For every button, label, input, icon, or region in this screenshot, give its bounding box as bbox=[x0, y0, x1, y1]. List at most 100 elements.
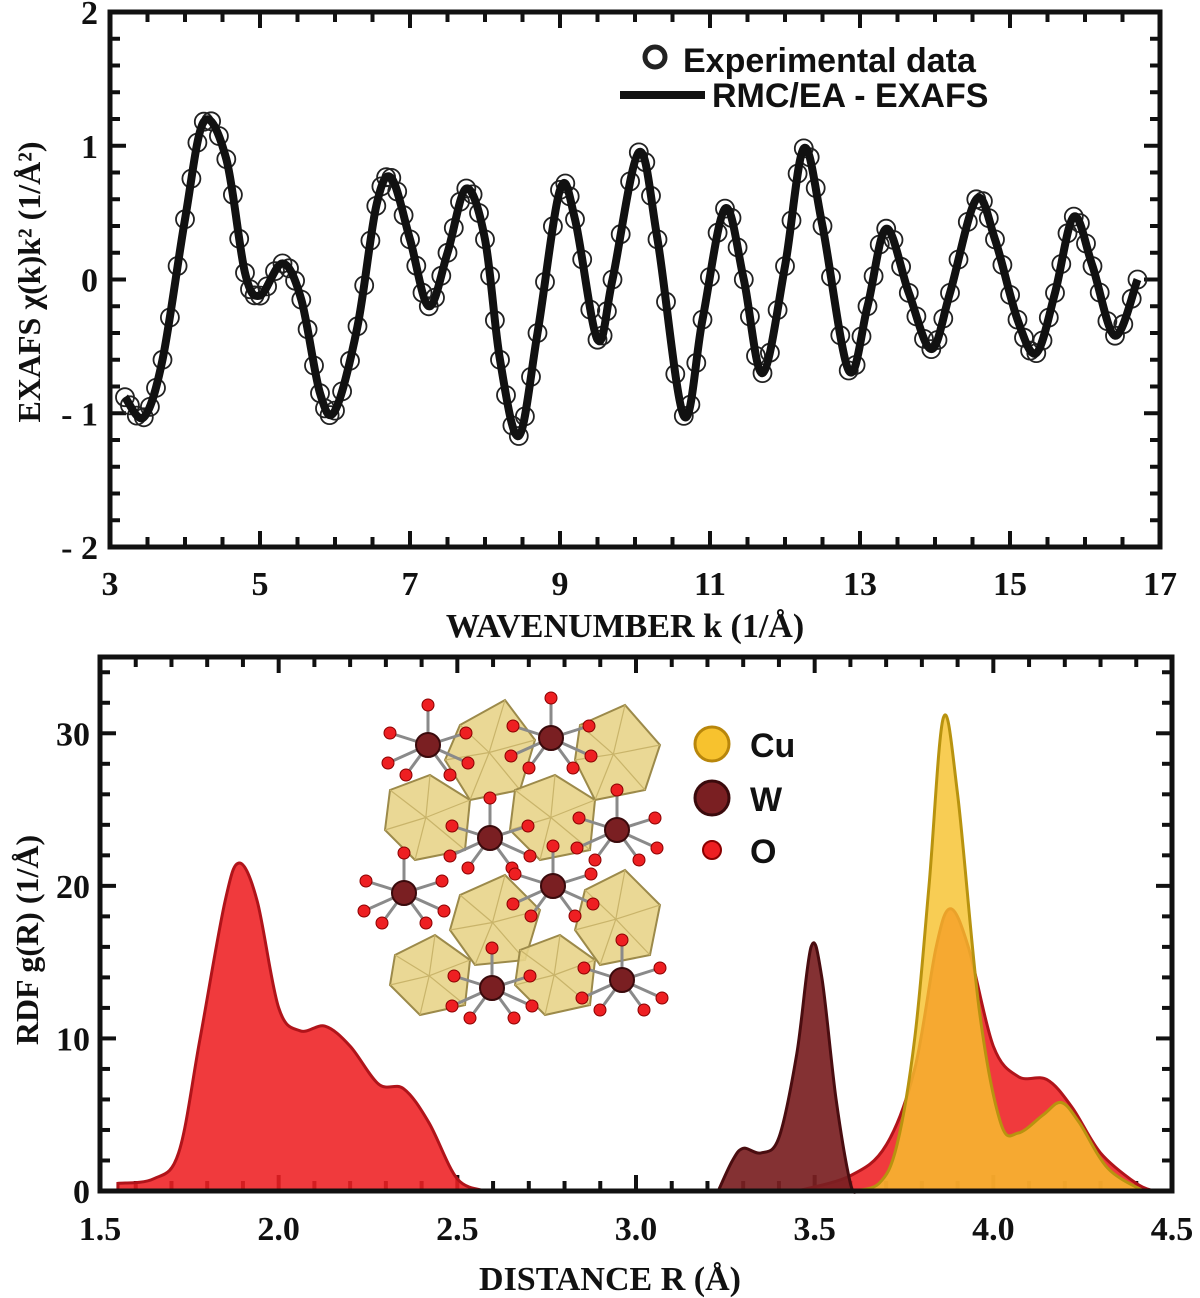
legend-label-o: O bbox=[750, 833, 776, 871]
polyhedron-edge bbox=[459, 894, 493, 923]
oxygen-atom bbox=[523, 969, 537, 983]
legend-label-w: W bbox=[750, 781, 783, 819]
oxygen-atom bbox=[504, 749, 518, 763]
oxygen-atom bbox=[525, 999, 539, 1013]
top-y-axis-label: EXAFS χ(k)k² (1/Å²) bbox=[11, 141, 47, 422]
experimental-data-point bbox=[319, 405, 340, 426]
polyhedron-edge bbox=[519, 949, 555, 976]
oxygen-atom bbox=[506, 897, 520, 911]
experimental-data-point bbox=[257, 276, 278, 297]
polyhedron-edge bbox=[615, 869, 626, 920]
polyhedron-edge bbox=[491, 874, 506, 923]
polyhedron-edge bbox=[488, 752, 521, 791]
polyhedron-edge bbox=[584, 889, 617, 920]
polyhedron-edge bbox=[425, 817, 466, 851]
legend-marker-o bbox=[702, 840, 722, 860]
top-x-tick-label: 9 bbox=[552, 566, 569, 603]
tungsten-atom bbox=[477, 825, 503, 851]
legend-marker-experimental bbox=[642, 44, 668, 70]
bottom-x-tick-label: 3.5 bbox=[793, 1211, 836, 1248]
rdf-chart: 1.5 2.0 2.5 3.0 3.5 4.0 4.5 0 10 20 30 DISTANCE R… bbox=[9, 654, 1194, 1298]
oxygen-atom bbox=[508, 867, 522, 881]
polyhedron-edge bbox=[553, 959, 596, 976]
experimental-data-point bbox=[1063, 206, 1084, 227]
oxygen-atom bbox=[375, 916, 389, 930]
polyhedron-edge bbox=[488, 699, 506, 753]
bottom-x-tick-label: 4.0 bbox=[972, 1211, 1015, 1248]
oxygen-atom bbox=[421, 698, 435, 712]
polyhedron-edge bbox=[553, 934, 561, 976]
polyhedron-edge bbox=[550, 774, 556, 818]
tungsten-atom bbox=[391, 880, 417, 906]
bottom-y-tick-label: 30 bbox=[56, 716, 90, 753]
polyhedron-edge bbox=[428, 934, 436, 976]
crystal-structure-inset bbox=[357, 691, 669, 1025]
polyhedron-edge bbox=[428, 959, 471, 977]
oxygen-atom bbox=[521, 819, 535, 833]
oxygen-atom bbox=[632, 853, 646, 867]
oxygen-atom bbox=[483, 791, 497, 805]
bottom-plot-frame bbox=[97, 654, 1175, 1194]
experimental-data-point bbox=[265, 261, 285, 282]
bottom-legend: Cu W O bbox=[693, 725, 795, 871]
top-x-tick-label: 17 bbox=[1143, 566, 1177, 603]
oxygen-atom bbox=[582, 719, 596, 733]
polyhedron-edge bbox=[469, 752, 490, 801]
oxygen-atom bbox=[445, 819, 459, 833]
oxygen-atom bbox=[572, 811, 586, 825]
oxygen-atom bbox=[461, 861, 475, 875]
polyhedron-edge bbox=[550, 799, 596, 819]
tungsten-atom bbox=[604, 817, 630, 843]
oxygen-atom bbox=[593, 1003, 607, 1017]
oxygen-atom bbox=[575, 991, 589, 1005]
oxygen-atom bbox=[419, 916, 433, 930]
polyhedron-edge bbox=[514, 789, 552, 818]
experimental-data-point bbox=[752, 363, 773, 384]
exafs-chart: 3 5 7 9 11 13 15 17 - 2 - 1 0 1 2 WAVENUMBER k (1/Å… bbox=[11, 0, 1177, 645]
oxygen-atom bbox=[506, 719, 520, 733]
polyhedron-edge bbox=[384, 816, 427, 831]
rmc-ea-exafs-line bbox=[121, 115, 1142, 441]
bottom-x-tick-label: 4.5 bbox=[1151, 1211, 1194, 1248]
oxygen-atom bbox=[463, 1011, 477, 1025]
bottom-y-tick-labels: 0 10 20 30 bbox=[56, 716, 90, 1211]
experimental-data-point bbox=[876, 218, 897, 239]
oxygen-atom bbox=[443, 849, 457, 863]
polyhedron-edge bbox=[419, 975, 430, 1016]
polyhedron-edge bbox=[612, 704, 626, 755]
experimental-data-point bbox=[456, 178, 477, 199]
cu-rdf-area bbox=[850, 713, 1149, 1193]
oxygen-atom bbox=[381, 756, 395, 770]
top-series-group bbox=[115, 111, 1148, 446]
polyhedron-edge bbox=[615, 904, 661, 920]
oxygen-atom bbox=[522, 761, 536, 775]
tungsten-atom bbox=[479, 975, 505, 1001]
experimental-data-point bbox=[272, 253, 293, 274]
oxygen-atom bbox=[507, 1011, 521, 1025]
oxygen-atom bbox=[650, 841, 664, 855]
bottom-y-axis-label: RDF g(R) (1/Å) bbox=[9, 835, 45, 1045]
oxygen-atom bbox=[653, 961, 667, 975]
polyhedron-edge bbox=[414, 817, 427, 861]
oxygen-atom bbox=[437, 904, 451, 918]
oxygen-atom bbox=[570, 841, 584, 855]
tungsten-atom bbox=[609, 967, 635, 993]
top-x-tick-label: 15 bbox=[993, 566, 1027, 603]
bottom-series-group bbox=[116, 713, 1155, 1194]
top-x-tick-label: 3 bbox=[102, 566, 119, 603]
legend-marker-w bbox=[693, 779, 731, 817]
bottom-x-tick-label: 2.5 bbox=[436, 1211, 479, 1248]
oxygen-atom bbox=[577, 961, 591, 975]
cu-polyhedron bbox=[573, 868, 662, 967]
top-x-tick-label: 13 bbox=[843, 566, 877, 603]
polyhedron-edge bbox=[394, 954, 430, 977]
bottom-y-tick-label: 0 bbox=[73, 1174, 90, 1211]
polyhedron-edge bbox=[599, 918, 617, 966]
top-legend: Experimental data RMC/EA - EXAFS bbox=[620, 42, 988, 115]
oxygen-atom bbox=[588, 853, 602, 867]
top-x-tick-labels: 3 5 7 9 11 13 15 17 bbox=[102, 566, 1178, 603]
oxygen-atom bbox=[435, 874, 449, 888]
oxygen-atom bbox=[584, 749, 598, 763]
cu-polyhedron bbox=[383, 773, 472, 862]
top-y-tick-labels: - 2 - 1 0 1 2 bbox=[61, 0, 98, 567]
